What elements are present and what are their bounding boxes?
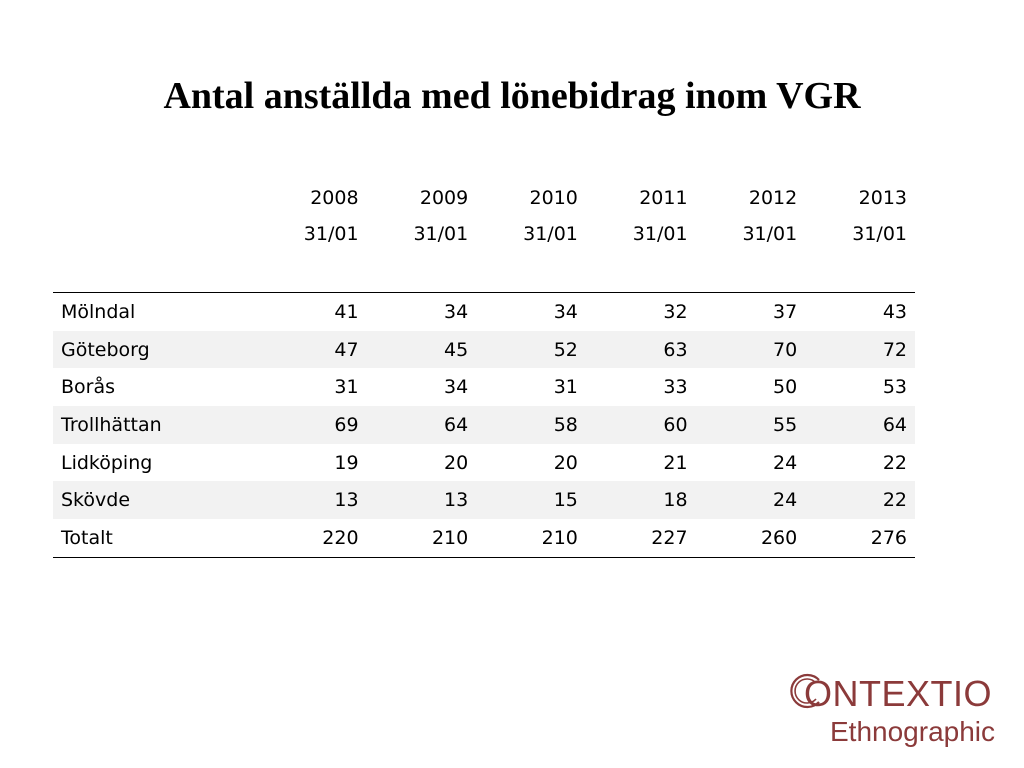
header-date: 31/01 [632, 223, 688, 245]
table-cell: 47 [256, 330, 367, 369]
row-label: Borås [61, 376, 116, 399]
header-row-years: 2008 2009 2010 2011 2012 2013 [53, 180, 915, 216]
table-cell: 64 [805, 406, 915, 444]
table-row: Mölndal 41 34 34 32 37 43 [53, 293, 915, 331]
table-cell: 13 [256, 481, 367, 520]
header-row-dates: 31/01 31/01 31/01 31/01 31/01 31/01 [53, 216, 915, 252]
table-cell: 32 [663, 300, 688, 323]
header-date: 31/01 [413, 223, 469, 245]
contextio-logo: ONTEXTIO Ethnographic [784, 668, 1010, 752]
table-cell: 70 [695, 330, 806, 369]
table-row: Göteborg 47 45 52 63 70 72 [53, 330, 915, 369]
table-cell: 19 [334, 451, 359, 474]
table-cell: 24 [773, 451, 798, 474]
header-year: 2011 [639, 187, 688, 209]
table-cell: 50 [773, 376, 798, 399]
header-date: 31/01 [852, 223, 907, 245]
table-row: Lidköping 19 20 20 21 24 22 [53, 444, 915, 482]
table-cell: 58 [476, 406, 586, 444]
employees-table: 2008 2009 2010 2011 2012 2013 31/01 31/0… [53, 180, 915, 558]
table-cell: 60 [585, 406, 696, 444]
header-year: 2013 [858, 187, 907, 209]
table-cell: 37 [773, 300, 798, 323]
header-label-cell [53, 216, 257, 252]
table-cell: 43 [882, 300, 907, 323]
table-cell: 24 [695, 481, 806, 520]
header-year: 2010 [529, 187, 578, 209]
table-cell: 20 [553, 451, 578, 474]
row-label: Göteborg [53, 330, 257, 369]
row-label: Skövde [53, 481, 257, 520]
table-cell: 220 [256, 519, 367, 558]
table-cell: 72 [805, 330, 915, 369]
table-cell: 22 [882, 451, 907, 474]
table-cell: 34 [444, 300, 469, 323]
table-cell: 260 [695, 519, 806, 558]
table-cell: 45 [366, 330, 477, 369]
logo-tagline: Ethnographic [830, 716, 996, 747]
table-cell: 13 [366, 481, 477, 520]
header-year: 2012 [748, 187, 798, 209]
logo-c-ring-icon [790, 673, 820, 709]
table-cell: 34 [444, 376, 469, 399]
header-year: 2009 [419, 187, 469, 209]
table-cell: 34 [553, 300, 578, 323]
header-label-cell [53, 180, 257, 216]
table-cell: 63 [585, 330, 696, 369]
row-label: Trollhättan [53, 406, 257, 444]
table-cell: 227 [585, 519, 696, 558]
total-row: Totalt 220 210 210 227 260 276 [53, 519, 915, 558]
header-date: 31/01 [303, 223, 359, 245]
table-cell: 31 [553, 376, 578, 399]
header-year: 2008 [310, 187, 359, 209]
row-label: Totalt [53, 519, 257, 558]
slide-title: Antal anställda med lönebidrag inom VGR [163, 75, 861, 117]
row-label: Mölndal [61, 300, 136, 323]
table-cell: 53 [882, 376, 907, 399]
table-cell: 210 [476, 519, 586, 558]
table-cell: 276 [805, 519, 915, 558]
table-cell: 21 [663, 451, 688, 474]
table-cell: 52 [476, 330, 586, 369]
table-cell: 41 [334, 300, 359, 323]
header-date: 31/01 [523, 223, 578, 245]
logo-wordmark: ONTEXTIO [804, 673, 993, 714]
header-date: 31/01 [742, 223, 798, 245]
table-cell: 210 [366, 519, 477, 558]
table-row: Trollhättan 69 64 58 60 55 64 [53, 406, 915, 444]
table-cell: 22 [805, 481, 915, 520]
table-cell: 55 [695, 406, 806, 444]
table-row: Borås 31 34 31 33 50 53 [53, 368, 915, 406]
table-row: Skövde 13 13 15 18 24 22 [53, 481, 915, 520]
header-spacer-row [53, 252, 915, 293]
table-cell: 33 [663, 376, 688, 399]
table-cell: 15 [476, 481, 586, 520]
table-cell: 31 [334, 376, 359, 399]
table-cell: 20 [444, 451, 469, 474]
table-cell: 64 [366, 406, 477, 444]
table-cell: 69 [256, 406, 367, 444]
table-cell: 18 [585, 481, 696, 520]
row-label: Lidköping [61, 451, 153, 474]
